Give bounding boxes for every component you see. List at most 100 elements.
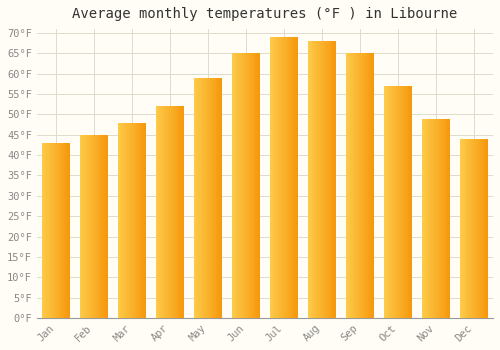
Bar	[166, 106, 167, 318]
Bar	[180, 106, 182, 318]
Bar	[106, 135, 107, 318]
Bar	[290, 37, 292, 318]
Bar	[472, 139, 473, 318]
Bar	[168, 106, 169, 318]
Bar	[80, 135, 82, 318]
Bar	[94, 135, 95, 318]
Bar	[57, 143, 58, 318]
Bar	[42, 143, 43, 318]
Bar	[82, 135, 84, 318]
Bar	[198, 78, 200, 318]
Bar	[124, 122, 125, 318]
Bar	[258, 54, 259, 318]
Bar	[278, 37, 279, 318]
Bar	[176, 106, 178, 318]
Bar	[296, 37, 297, 318]
Bar	[294, 37, 296, 318]
Bar	[473, 139, 474, 318]
Bar	[136, 122, 138, 318]
Bar	[98, 135, 100, 318]
Bar	[91, 135, 92, 318]
Bar	[244, 54, 245, 318]
Bar	[316, 41, 317, 318]
Bar	[433, 119, 434, 318]
Bar	[46, 143, 48, 318]
Bar	[395, 86, 396, 318]
Bar	[205, 78, 206, 318]
Bar	[270, 37, 272, 318]
Bar	[348, 54, 350, 318]
Bar	[325, 41, 326, 318]
Bar	[386, 86, 388, 318]
Bar	[182, 106, 183, 318]
Bar	[403, 86, 404, 318]
Bar	[96, 135, 98, 318]
Bar	[401, 86, 402, 318]
Bar	[52, 143, 53, 318]
Bar	[55, 143, 56, 318]
Bar	[89, 135, 90, 318]
Bar	[288, 37, 290, 318]
Bar	[330, 41, 332, 318]
Bar	[471, 139, 472, 318]
Bar	[53, 143, 54, 318]
Bar	[400, 86, 401, 318]
Bar	[350, 54, 352, 318]
Bar	[363, 54, 364, 318]
Bar	[87, 135, 88, 318]
Bar	[475, 139, 476, 318]
Bar	[62, 143, 64, 318]
Bar	[241, 54, 242, 318]
Bar	[105, 135, 106, 318]
Bar	[310, 41, 312, 318]
Bar	[210, 78, 211, 318]
Bar	[362, 54, 363, 318]
Bar	[281, 37, 282, 318]
Bar	[444, 119, 446, 318]
Bar	[208, 78, 209, 318]
Bar	[128, 122, 129, 318]
Bar	[396, 86, 397, 318]
Bar	[308, 41, 310, 318]
Bar	[122, 122, 124, 318]
Bar	[321, 41, 322, 318]
Bar	[145, 122, 146, 318]
Bar	[323, 41, 324, 318]
Bar	[392, 86, 394, 318]
Bar	[84, 135, 86, 318]
Bar	[408, 86, 410, 318]
Bar	[66, 143, 67, 318]
Bar	[438, 119, 439, 318]
Bar	[328, 41, 330, 318]
Bar	[162, 106, 163, 318]
Bar	[249, 54, 250, 318]
Bar	[314, 41, 316, 318]
Bar	[156, 106, 158, 318]
Bar	[398, 86, 399, 318]
Bar	[200, 78, 201, 318]
Bar	[441, 119, 442, 318]
Bar	[242, 54, 243, 318]
Bar	[426, 119, 428, 318]
Bar	[404, 86, 406, 318]
Bar	[402, 86, 403, 318]
Bar	[164, 106, 165, 318]
Bar	[252, 54, 254, 318]
Bar	[202, 78, 203, 318]
Bar	[250, 54, 252, 318]
Bar	[384, 86, 386, 318]
Bar	[428, 119, 430, 318]
Bar	[158, 106, 160, 318]
Bar	[95, 135, 96, 318]
Bar	[100, 135, 102, 318]
Bar	[435, 119, 436, 318]
Bar	[163, 106, 164, 318]
Bar	[410, 86, 412, 318]
Bar	[67, 143, 68, 318]
Bar	[245, 54, 246, 318]
Title: Average monthly temperatures (°F ) in Libourne: Average monthly temperatures (°F ) in Li…	[72, 7, 458, 21]
Bar	[312, 41, 314, 318]
Bar	[214, 78, 216, 318]
Bar	[322, 41, 323, 318]
Bar	[248, 54, 249, 318]
